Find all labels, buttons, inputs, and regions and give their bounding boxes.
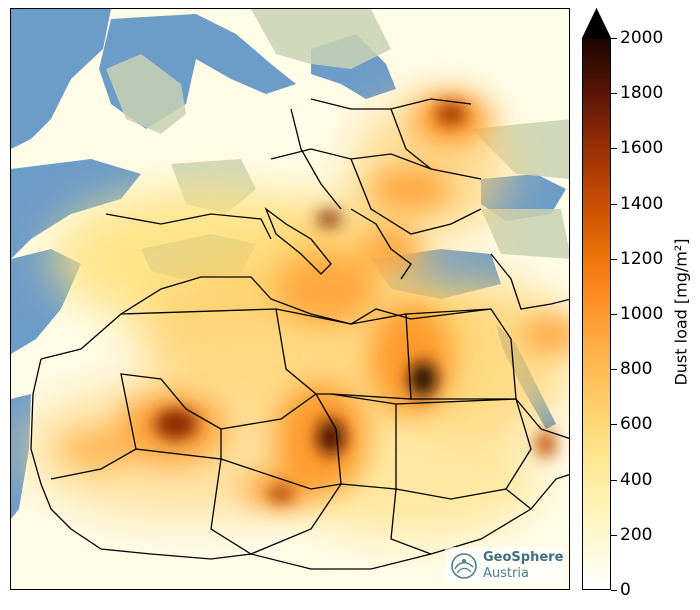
map-canvas	[11, 9, 569, 589]
colorbar-tick-label: 1000	[620, 304, 664, 324]
colorbar-tick	[611, 258, 617, 260]
colorbar-tick	[611, 93, 617, 95]
border-chad	[330, 393, 397, 490]
colorbar-tick	[611, 38, 617, 39]
colorbar-label: Dust load [mg/m²]	[671, 238, 691, 386]
border-horn	[515, 398, 569, 440]
border-europe-5	[290, 108, 342, 210]
colorbar-tick-label: 1200	[620, 248, 664, 269]
dust-field	[21, 94, 569, 539]
border-italy	[264, 207, 332, 275]
bay-of-biscay	[11, 159, 141, 259]
border-sahel	[50, 448, 137, 480]
britain	[106, 54, 186, 134]
border-central-africa	[390, 488, 432, 555]
border-europe-6	[390, 108, 432, 170]
colorbar-tick-label: 800	[620, 359, 653, 380]
geosphere-mark-icon	[451, 553, 477, 579]
colorbar-tick-label: 1600	[620, 138, 664, 159]
anatolia	[481, 209, 569, 259]
border-europe-1	[105, 213, 272, 240]
colorbar-tick	[611, 369, 617, 371]
scandinavia	[251, 9, 391, 69]
colorbar-tick-label: 400	[620, 469, 653, 490]
border-ethiopia	[505, 473, 569, 510]
colorbar-tick-label: 200	[620, 524, 653, 545]
logo-text-geosphere: GeoSphere	[483, 550, 564, 565]
colorbar	[582, 38, 611, 590]
border-coast-gulf	[250, 508, 532, 570]
colorbar-tick-label: 2000	[620, 28, 664, 48]
colorbar-tick	[611, 314, 617, 315]
dust-peaks	[154, 102, 556, 502]
colorbar-tick	[611, 479, 617, 481]
north-atlantic	[11, 9, 111, 149]
logo-text-austria: Austria	[483, 566, 529, 581]
geosphere-logo: GeoSphere Austria	[445, 547, 563, 585]
border-balkans	[350, 208, 412, 280]
colorbar-tick	[611, 203, 617, 205]
coast-west-africa	[30, 358, 252, 560]
border-sudan	[395, 398, 532, 500]
border-middle-east	[490, 253, 569, 310]
colorbar-tick	[611, 534, 617, 536]
colorbar-tick-label: 0	[620, 580, 631, 600]
atlantic-southwest	[11, 394, 31, 519]
border-europe-2	[270, 148, 482, 180]
colorbar-tick	[611, 590, 617, 591]
colorbar-tick-label: 1400	[620, 193, 664, 214]
colorbar-extend-arrow-icon	[582, 8, 611, 39]
colorbar-tick-label: 600	[620, 414, 653, 435]
border-egypt	[405, 308, 517, 400]
dust-map: GeoSphere Austria	[10, 8, 570, 590]
colorbar-tick	[611, 424, 617, 426]
border-libya	[275, 308, 412, 400]
border-algeria	[120, 308, 318, 430]
border-niger	[220, 393, 342, 490]
colorbar-tick-label: 1800	[620, 83, 664, 104]
country-borders	[30, 98, 569, 570]
border-europe-4	[350, 158, 482, 235]
colorbar-tick	[611, 148, 617, 150]
